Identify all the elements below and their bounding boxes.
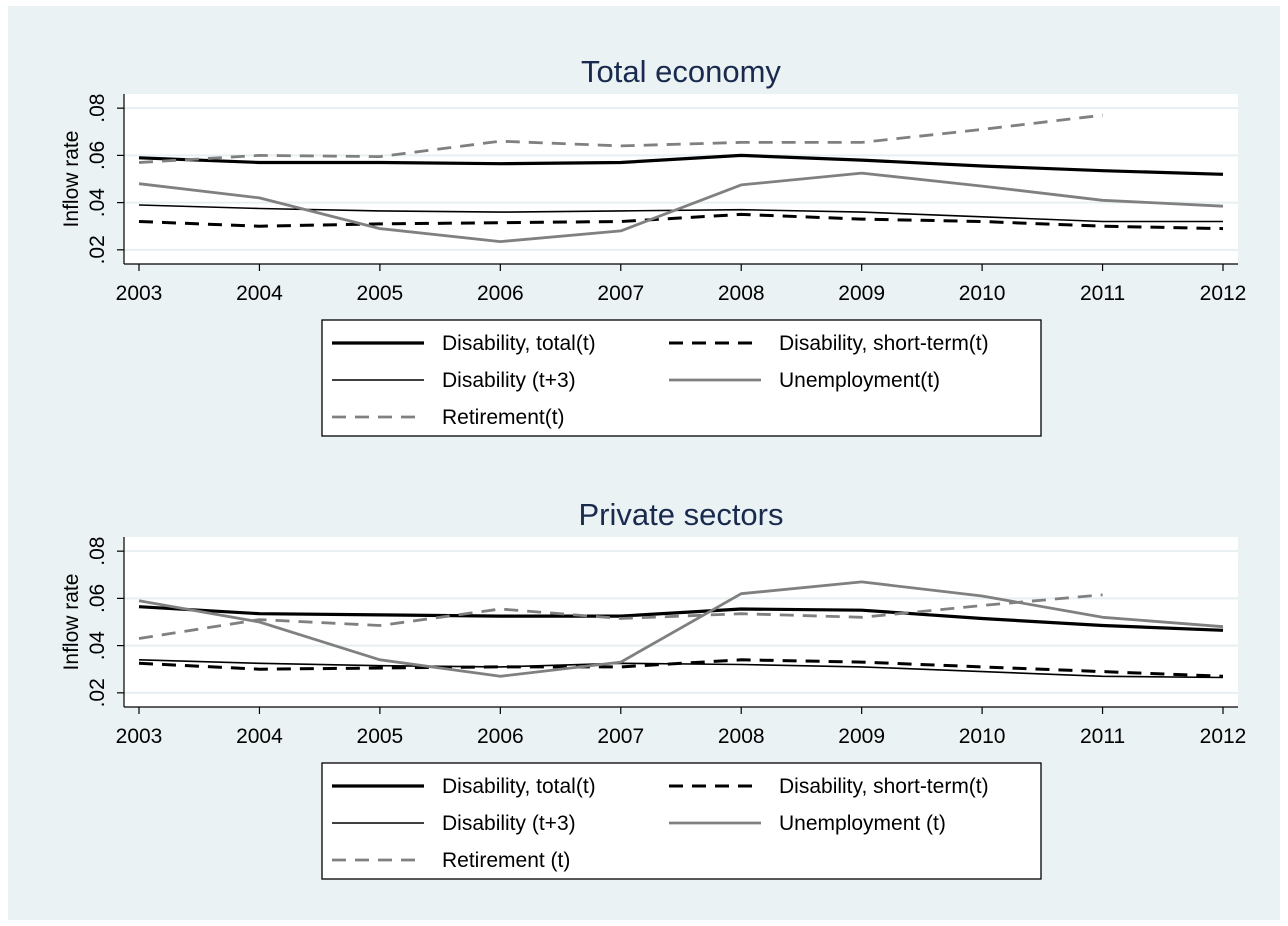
legend: Disability, total(t) Disability, short-te… bbox=[321, 319, 1042, 437]
legend-label: Retirement(t) bbox=[442, 406, 565, 429]
y-axis-title: Inflow rate bbox=[60, 574, 83, 671]
legend-label: Retirement (t) bbox=[442, 849, 570, 872]
x-tick-label: 2012 bbox=[1200, 725, 1247, 748]
x-tick-label: 2004 bbox=[236, 282, 283, 305]
plot-area bbox=[124, 94, 1238, 264]
x-tick-label: 2011 bbox=[1080, 725, 1125, 748]
x-tick-label: 2003 bbox=[116, 282, 163, 305]
chart-title: Private sectors bbox=[578, 497, 783, 532]
y-axis-title: Inflow rate bbox=[60, 131, 83, 228]
x-tick-label: 2008 bbox=[718, 725, 765, 748]
x-tick-label: 2006 bbox=[477, 725, 524, 748]
series-line-2 bbox=[138, 212, 1224, 231]
legend-label: Disability, short-term(t) bbox=[779, 775, 989, 798]
x-tick-label: 2009 bbox=[838, 282, 885, 305]
y-tick-label: .04 bbox=[86, 188, 109, 218]
legend-box bbox=[321, 319, 1042, 437]
y-tick-label: .06 bbox=[86, 141, 109, 170]
legend-label: Disability, total(t) bbox=[442, 775, 596, 798]
x-tick-label: 2005 bbox=[357, 282, 404, 305]
x-tick-label: 2003 bbox=[116, 725, 163, 748]
y-tick-label: .02 bbox=[86, 235, 109, 264]
x-tick-label: 2010 bbox=[959, 282, 1006, 305]
legend: Disability, total(t) Disability, short-te… bbox=[321, 762, 1042, 880]
y-tick-label: .08 bbox=[86, 94, 109, 123]
series-line-5 bbox=[138, 593, 1103, 640]
x-tick-label: 2006 bbox=[477, 282, 524, 305]
legend-label: Disability, short-term(t) bbox=[779, 332, 989, 355]
y-tick-label: .06 bbox=[86, 584, 109, 613]
chart-title: Total economy bbox=[581, 54, 781, 89]
legend-label: Unemployment(t) bbox=[779, 369, 940, 392]
legend-label: Disability (t+3) bbox=[442, 369, 576, 392]
series-line-1 bbox=[138, 153, 1224, 176]
plot-area bbox=[124, 537, 1238, 707]
x-tick-label: 2007 bbox=[597, 282, 644, 305]
y-tick-label: .08 bbox=[86, 537, 109, 566]
legend-box bbox=[321, 762, 1042, 880]
legend-label: Disability (t+3) bbox=[442, 812, 576, 835]
series-line-3 bbox=[138, 659, 1224, 679]
x-tick-label: 2011 bbox=[1080, 282, 1125, 305]
series-line-4 bbox=[138, 580, 1224, 678]
x-tick-label: 2008 bbox=[718, 282, 765, 305]
x-tick-label: 2012 bbox=[1200, 282, 1247, 305]
x-tick-label: 2010 bbox=[959, 725, 1006, 748]
series-line-4 bbox=[138, 171, 1224, 244]
x-tick-label: 2007 bbox=[597, 725, 644, 748]
series-line-1 bbox=[138, 605, 1224, 632]
series-line-3 bbox=[138, 204, 1223, 223]
legend-label: Disability, total(t) bbox=[442, 332, 596, 355]
series-line-5 bbox=[138, 113, 1103, 164]
x-tick-label: 2005 bbox=[357, 725, 404, 748]
legend-label: Unemployment (t) bbox=[779, 812, 946, 835]
y-tick-label: .02 bbox=[86, 678, 109, 707]
x-tick-label: 2009 bbox=[838, 725, 885, 748]
x-tick-label: 2004 bbox=[236, 725, 283, 748]
y-tick-label: .04 bbox=[86, 631, 109, 661]
